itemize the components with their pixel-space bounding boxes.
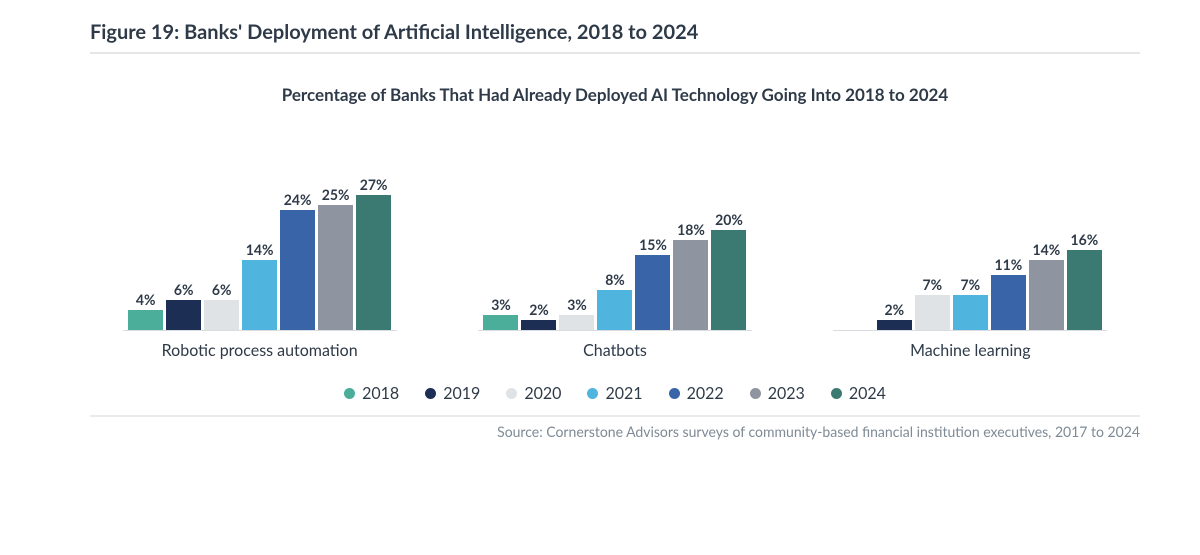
legend-label: 2021 — [605, 384, 642, 403]
bars-rpa: 4% 6% 6% 14% 24% 25% 27% — [123, 161, 397, 331]
bar-value-label: 18% — [677, 221, 705, 238]
legend-item: 2018 — [344, 384, 399, 403]
bar-value-label: 11% — [994, 256, 1022, 273]
legend-label: 2022 — [687, 384, 724, 403]
bar: 6% — [165, 281, 203, 330]
bar-fill — [559, 315, 594, 330]
bar-fill — [166, 300, 201, 330]
bar: 24% — [279, 191, 317, 330]
bar-fill — [953, 295, 988, 330]
legend-swatch-icon — [587, 388, 598, 399]
bar-fill — [356, 195, 391, 330]
group-label-ml: Machine learning — [910, 341, 1030, 360]
bar-fill — [521, 320, 556, 330]
bar-fill — [711, 230, 746, 330]
bar: 14% — [1027, 241, 1065, 330]
bar-fill — [242, 260, 277, 330]
bar-fill — [991, 275, 1026, 330]
legend-item: 2021 — [587, 384, 642, 403]
bar-value-label: 15% — [639, 236, 667, 253]
legend-item: 2024 — [831, 384, 886, 403]
legend-label: 2023 — [768, 384, 805, 403]
bar: 2% — [875, 301, 913, 330]
bar-value-label: 16% — [1070, 231, 1098, 248]
bar: 3% — [558, 296, 596, 330]
bar-fill — [915, 295, 950, 330]
bar-value-label: 27% — [360, 176, 388, 193]
bar-value-label: 25% — [322, 186, 350, 203]
bar: 14% — [241, 241, 279, 330]
legend-label: 2020 — [524, 384, 561, 403]
group-ml: 2% 7% 7% 11% 14% 16% Machine learning — [811, 161, 1130, 360]
bar-value-label: 24% — [284, 191, 312, 208]
legend-swatch-icon — [425, 388, 436, 399]
divider-top — [90, 52, 1140, 54]
bar: 11% — [989, 256, 1027, 330]
legend-item: 2023 — [750, 384, 805, 403]
chart-area: 4% 6% 6% 14% 24% 25% 27% Robotic process autom… — [90, 160, 1140, 360]
bar-value-label: 2% — [885, 301, 905, 318]
legend-swatch-icon — [669, 388, 680, 399]
divider-bottom — [90, 415, 1140, 417]
bar-fill — [597, 290, 632, 330]
legend-swatch-icon — [831, 388, 842, 399]
legend-label: 2024 — [849, 384, 886, 403]
figure-title: Figure 19: Banks' Deployment of Artifici… — [90, 20, 1140, 44]
bar: 6% — [203, 281, 241, 330]
legend-label: 2019 — [443, 384, 480, 403]
bar: 7% — [951, 276, 989, 330]
bar-fill — [635, 255, 670, 330]
bars-ml: 2% 7% 7% 11% 14% 16% — [833, 161, 1107, 331]
legend: 2018 2019 2020 2021 2022 2023 2024 — [90, 384, 1140, 403]
bar-value-label: 6% — [212, 281, 232, 298]
bar-value-label: 14% — [246, 241, 274, 258]
legend-item: 2022 — [669, 384, 724, 403]
group-chatbots: 3% 2% 3% 8% 15% 18% 20% Chatbots — [455, 161, 774, 360]
bar-value-label: 14% — [1032, 241, 1060, 258]
bar: 25% — [317, 186, 355, 330]
bar-fill — [483, 315, 518, 330]
source-line: Source: Cornerstone Advisors surveys of … — [90, 423, 1140, 440]
bar: 7% — [913, 276, 951, 330]
bar: 16% — [1065, 231, 1103, 330]
bar-value-label: 3% — [567, 296, 587, 313]
bar-fill — [1067, 250, 1102, 330]
legend-item: 2020 — [506, 384, 561, 403]
legend-item: 2019 — [425, 384, 480, 403]
group-rpa: 4% 6% 6% 14% 24% 25% 27% Robotic process autom… — [100, 161, 419, 360]
bar: 4% — [127, 291, 165, 330]
bar-value-label: 4% — [136, 291, 156, 308]
bar: 2% — [520, 301, 558, 330]
bar-fill — [1029, 260, 1064, 330]
bar-fill — [204, 300, 239, 330]
bar-value-label: 2% — [529, 301, 549, 318]
legend-swatch-icon — [750, 388, 761, 399]
group-label-rpa: Robotic process automation — [162, 341, 358, 360]
bar-fill — [877, 320, 912, 330]
bar-value-label: 20% — [715, 211, 743, 228]
bar-value-label: 8% — [605, 271, 625, 288]
chart-subtitle: Percentage of Banks That Had Already Dep… — [90, 84, 1140, 105]
bar-fill — [673, 240, 708, 330]
group-label-chatbots: Chatbots — [583, 341, 647, 360]
bar — [837, 328, 875, 330]
bars-chatbots: 3% 2% 3% 8% 15% 18% 20% — [478, 161, 752, 331]
bar-fill — [318, 205, 353, 330]
legend-swatch-icon — [344, 388, 355, 399]
bar-value-label: 7% — [923, 276, 943, 293]
bar-fill — [280, 210, 315, 330]
bar: 20% — [710, 211, 748, 330]
bar-value-label: 7% — [961, 276, 981, 293]
legend-swatch-icon — [506, 388, 517, 399]
bar: 27% — [355, 176, 393, 330]
bar: 15% — [634, 236, 672, 330]
bar-value-label: 6% — [174, 281, 194, 298]
bar-value-label: 3% — [491, 296, 511, 313]
bar: 8% — [596, 271, 634, 330]
bar: 18% — [672, 221, 710, 330]
legend-label: 2018 — [362, 384, 399, 403]
bar-fill — [128, 310, 163, 330]
bar: 3% — [482, 296, 520, 330]
